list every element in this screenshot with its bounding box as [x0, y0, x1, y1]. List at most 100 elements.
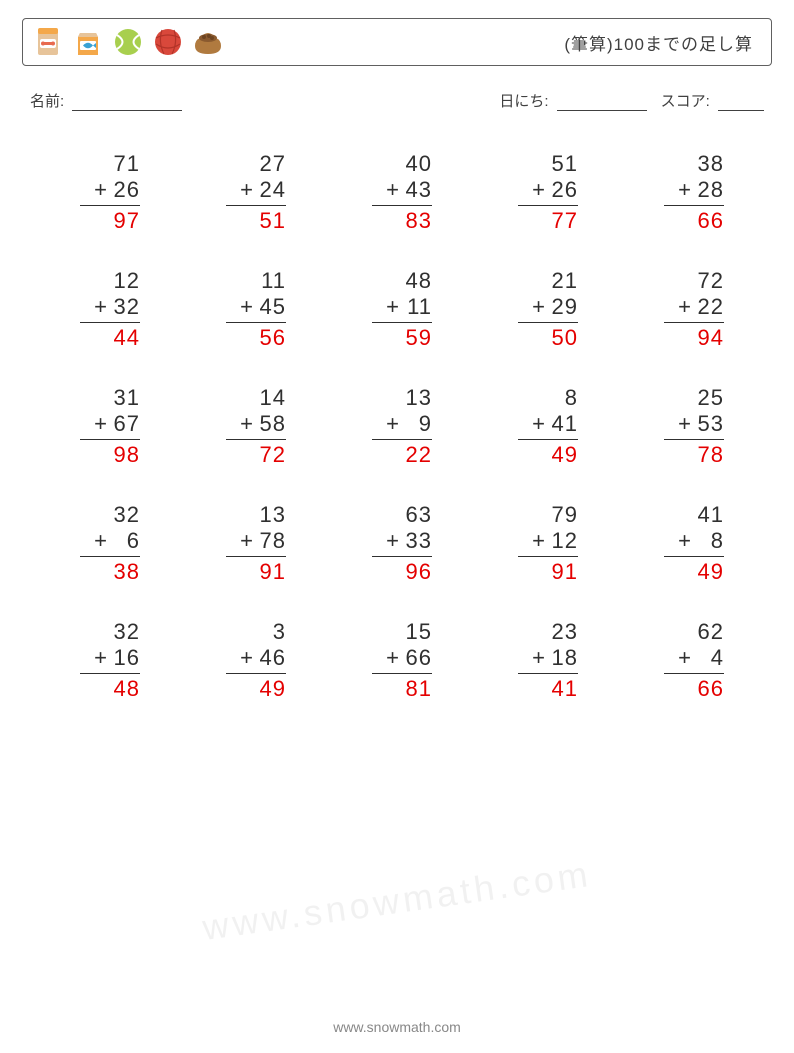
- operator: +: [386, 294, 400, 320]
- answer: 44: [114, 325, 140, 351]
- operand-b: 45: [256, 294, 286, 320]
- operand-a: 27: [260, 151, 286, 177]
- operand-a: 38: [698, 151, 724, 177]
- operand-a: 51: [552, 151, 578, 177]
- problem: 13+ 922: [324, 385, 470, 468]
- rule-line: [372, 673, 432, 674]
- rule-line: [226, 673, 286, 674]
- problem: 11+4556: [178, 268, 324, 351]
- rule-line: [664, 205, 724, 206]
- answer: 78: [698, 442, 724, 468]
- name-label: 名前:: [30, 93, 64, 110]
- problem: 32+ 638: [32, 502, 178, 585]
- operand-a: 79: [552, 502, 578, 528]
- operand-b: 58: [256, 411, 286, 437]
- operator: +: [532, 528, 546, 554]
- operand-a: 31: [114, 385, 140, 411]
- operand-b-line: +45: [240, 294, 286, 320]
- operand-b-line: +66: [386, 645, 432, 671]
- operator: +: [678, 411, 692, 437]
- operand-b: 9: [402, 411, 432, 437]
- problem: 62+ 466: [616, 619, 762, 702]
- answer: 83: [406, 208, 432, 234]
- operand-a: 48: [406, 268, 432, 294]
- operand-b: 28: [694, 177, 724, 203]
- operand-b-line: +33: [386, 528, 432, 554]
- problem: 3+4649: [178, 619, 324, 702]
- answer: 38: [114, 559, 140, 585]
- rule-line: [664, 439, 724, 440]
- problem: 25+53 78: [616, 385, 762, 468]
- operand-b: 29: [548, 294, 578, 320]
- answer: 41: [552, 676, 578, 702]
- operator: +: [94, 177, 108, 203]
- operand-b: 18: [548, 645, 578, 671]
- problem: 41+ 849: [616, 502, 762, 585]
- operator: +: [386, 645, 400, 671]
- operator: +: [678, 645, 692, 671]
- footer-link: www.snowmath.com: [0, 1019, 794, 1035]
- date-underline: [557, 94, 647, 111]
- problem: 12+32 44: [32, 268, 178, 351]
- answer: 66: [698, 208, 724, 234]
- operand-a: 72: [698, 268, 724, 294]
- operand-b-line: +32: [94, 294, 140, 320]
- name-field: 名前:: [30, 90, 182, 111]
- score-underline: [718, 94, 764, 111]
- problem: 32+1648: [32, 619, 178, 702]
- operand-a: 25: [698, 385, 724, 411]
- rule-line: [80, 673, 140, 674]
- answer: 59: [406, 325, 432, 351]
- problem: 79+1291: [470, 502, 616, 585]
- operand-b-line: + 8: [678, 528, 724, 554]
- operand-b-line: +53: [678, 411, 724, 437]
- fish-food-icon: [71, 25, 105, 59]
- worksheet-title: (筆算)100までの足し算: [564, 30, 753, 55]
- rule-line: [80, 556, 140, 557]
- answer: 77: [552, 208, 578, 234]
- operand-b-line: +24: [240, 177, 286, 203]
- score-label: スコア:: [661, 93, 710, 110]
- yarn-ball-icon: [151, 25, 185, 59]
- date-field: 日にち:: [499, 90, 646, 111]
- operand-b: 24: [256, 177, 286, 203]
- operand-a: 41: [698, 502, 724, 528]
- operand-b: 6: [110, 528, 140, 554]
- operator: +: [386, 411, 400, 437]
- rule-line: [372, 322, 432, 323]
- answer: 56: [260, 325, 286, 351]
- operator: +: [94, 645, 108, 671]
- rule-line: [372, 205, 432, 206]
- operand-b-line: +46: [240, 645, 286, 671]
- operand-a: 63: [406, 502, 432, 528]
- operand-b: 41: [548, 411, 578, 437]
- meta-row: 名前: 日にち: スコア:: [22, 90, 772, 111]
- rule-line: [518, 673, 578, 674]
- answer: 72: [260, 442, 286, 468]
- operand-a: 32: [114, 502, 140, 528]
- rule-line: [80, 205, 140, 206]
- operand-b: 12: [548, 528, 578, 554]
- operand-a: 12: [114, 268, 140, 294]
- operand-b-line: +26: [94, 177, 140, 203]
- problem: 13+7891: [178, 502, 324, 585]
- problem: 63+3396: [324, 502, 470, 585]
- operator: +: [240, 177, 254, 203]
- answer: 22: [406, 442, 432, 468]
- operator: +: [240, 294, 254, 320]
- problem: 72+2294: [616, 268, 762, 351]
- operand-a: 14: [260, 385, 286, 411]
- rule-line: [518, 322, 578, 323]
- answer: 49: [552, 442, 578, 468]
- problem-grid: 71+269727+245140+438351+267738+286612+32…: [22, 151, 772, 702]
- answer: 81: [406, 676, 432, 702]
- operand-b-line: +12: [532, 528, 578, 554]
- operator: +: [240, 528, 254, 554]
- date-label: 日にち:: [499, 93, 548, 110]
- operand-b: 66: [402, 645, 432, 671]
- operand-a: 13: [260, 502, 286, 528]
- answer: 49: [260, 676, 286, 702]
- problem: 27+2451: [178, 151, 324, 234]
- operand-b-line: + 9: [386, 411, 432, 437]
- operand-b: 32: [110, 294, 140, 320]
